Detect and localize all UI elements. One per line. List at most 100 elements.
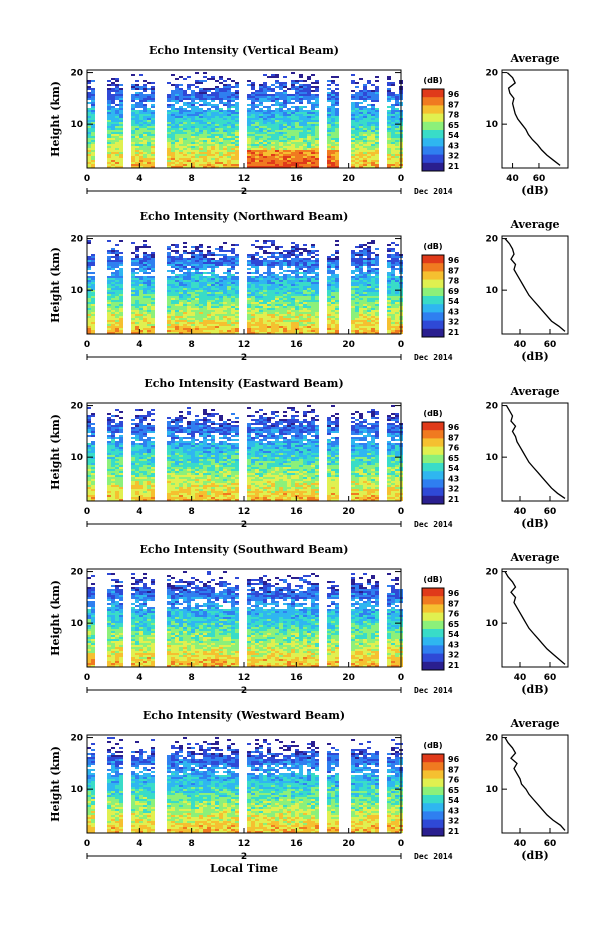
heatmap-cell <box>387 162 391 164</box>
heatmap-cell <box>175 136 179 138</box>
heatmap-cell <box>291 252 295 254</box>
heatmap-cell <box>227 92 231 94</box>
heatmap-cell <box>283 322 287 324</box>
heatmap-cell <box>327 304 331 306</box>
heatmap-cell <box>87 326 91 328</box>
heatmap-cell <box>275 248 279 250</box>
heatmap-cell <box>115 266 119 268</box>
heatmap-cell <box>175 308 179 310</box>
heatmap-cell <box>183 282 187 284</box>
heatmap-cell <box>287 284 291 286</box>
heatmap-cell <box>303 94 307 96</box>
heatmap-cell <box>191 332 195 334</box>
heatmap-cell <box>91 112 95 114</box>
heatmap-cell <box>107 98 111 100</box>
heatmap-cell <box>279 102 283 104</box>
heatmap-cell <box>299 152 303 154</box>
heatmap-cell <box>263 106 267 108</box>
heatmap-cell <box>295 146 299 148</box>
heatmap-cell <box>223 300 227 302</box>
heatmap-cell <box>139 122 143 124</box>
heatmap-cell <box>395 332 399 334</box>
heatmap-cell <box>251 96 255 98</box>
heatmap-cell <box>387 244 391 246</box>
heatmap-cell <box>151 106 155 108</box>
heatmap-cell <box>171 330 175 332</box>
colorbar-tick-label: 65 <box>448 121 460 130</box>
heatmap-cell <box>219 134 223 136</box>
heatmap-cell <box>291 332 295 334</box>
heatmap-cell <box>327 166 331 168</box>
heatmap-cell <box>203 112 207 114</box>
heatmap-cell <box>391 258 395 260</box>
heatmap-cell <box>171 110 175 112</box>
heatmap-cell <box>151 256 155 258</box>
heatmap-cell <box>231 118 235 120</box>
heatmap-cell <box>355 124 359 126</box>
heatmap-cell <box>247 312 251 314</box>
heatmap-cell <box>263 320 267 322</box>
heatmap-cell <box>255 262 259 264</box>
heatmap-cell <box>279 326 283 328</box>
heatmap-cell <box>223 314 227 316</box>
heatmap-cell <box>355 260 359 262</box>
heatmap-cell <box>291 80 295 82</box>
heatmap-cell <box>391 166 395 168</box>
heatmap-cell <box>315 322 319 324</box>
heatmap-cell <box>311 164 315 166</box>
heatmap-cell <box>355 298 359 300</box>
heatmap-cell <box>227 144 231 146</box>
heatmap-cell <box>255 150 259 152</box>
heatmap-cell <box>175 164 179 166</box>
heatmap-cell <box>367 254 371 256</box>
heatmap-cell <box>199 288 203 290</box>
heatmap-cell <box>331 144 335 146</box>
heatmap-cell <box>315 158 319 160</box>
heatmap-cell <box>131 130 135 132</box>
heatmap-cell <box>307 260 311 262</box>
heatmap-cell <box>263 288 267 290</box>
heatmap-cell <box>223 332 227 334</box>
heatmap-cell <box>195 146 199 148</box>
heatmap-cell <box>151 258 155 260</box>
heatmap-cell <box>87 164 91 166</box>
heatmap-cell <box>335 298 339 300</box>
heatmap-cell <box>355 160 359 162</box>
heatmap-cell <box>367 80 371 82</box>
heatmap-cell <box>363 152 367 154</box>
heatmap-cell <box>107 156 111 158</box>
heatmap-cell <box>203 120 207 122</box>
heatmap-cell <box>147 146 151 148</box>
heatmap-cell <box>355 324 359 326</box>
heatmap-cell <box>195 288 199 290</box>
heatmap-cell <box>359 274 363 276</box>
heatmap-cell <box>235 104 239 106</box>
heatmap-cell <box>151 268 155 270</box>
heatmap-cell <box>371 326 375 328</box>
heatmap-cell <box>331 272 335 274</box>
heatmap-cell <box>111 96 115 98</box>
heatmap-cell <box>367 140 371 142</box>
heatmap-cell <box>187 320 191 322</box>
heatmap-cell <box>231 250 235 252</box>
heatmap-cell <box>227 118 231 120</box>
heatmap-cell <box>355 288 359 290</box>
heatmap-cell <box>223 138 227 140</box>
heatmap-cell <box>247 144 251 146</box>
heatmap-cell <box>331 264 335 266</box>
heatmap-cell <box>87 110 91 112</box>
heatmap-cell <box>195 282 199 284</box>
heatmap-cell <box>307 136 311 138</box>
heatmap-cell <box>271 146 275 148</box>
heatmap-cell <box>115 126 119 128</box>
heatmap-cell <box>139 294 143 296</box>
heatmap-cell <box>135 126 139 128</box>
heatmap-cell <box>303 166 307 168</box>
heatmap-cell <box>303 148 307 150</box>
heatmap-cell <box>295 306 299 308</box>
heatmap-cell <box>211 76 215 78</box>
heatmap-cell <box>175 142 179 144</box>
heatmap-cell <box>291 152 295 154</box>
heatmap-cell <box>235 110 239 112</box>
heatmap-cell <box>195 270 199 272</box>
